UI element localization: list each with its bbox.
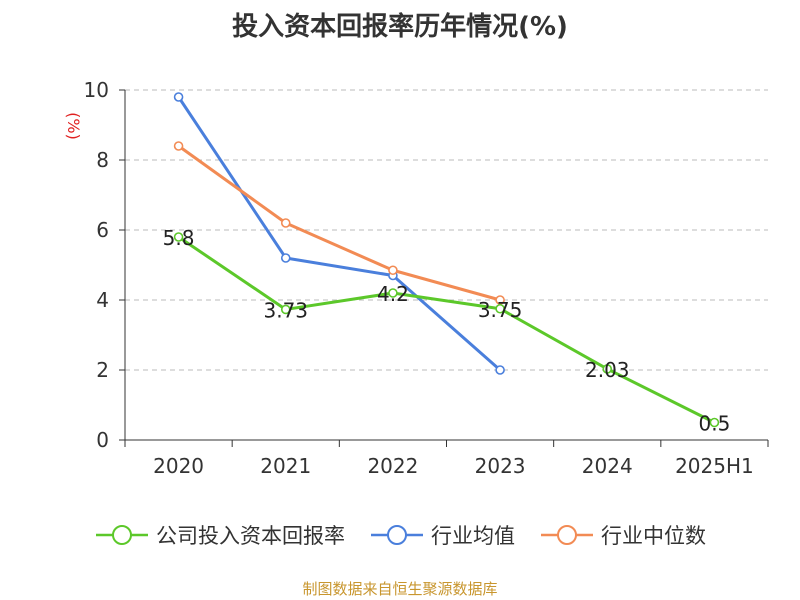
y-tick-label: 10 — [84, 78, 109, 102]
legend-label: 行业均值 — [431, 524, 515, 548]
x-tick-label: 2023 — [475, 454, 526, 478]
data-point — [280, 253, 291, 263]
data-label: 0.5 — [699, 412, 731, 436]
series-line — [177, 144, 501, 302]
y-tick-label: 6 — [96, 218, 109, 242]
data-labels: 5.8 3.73 4.2 3.75 2.03 0.5 — [163, 226, 731, 436]
chart-title: 投入资本回报率历年情况(%) — [232, 12, 568, 42]
legend-label: 行业中位数 — [601, 524, 706, 548]
y-tick-label: 0 — [96, 428, 109, 452]
data-point — [602, 364, 613, 374]
grid-lines — [125, 89, 768, 371]
data-point — [709, 417, 720, 428]
data-point — [495, 365, 505, 375]
data-point — [388, 265, 398, 276]
data-label: 5.8 — [163, 226, 195, 250]
data-point — [280, 304, 291, 315]
y-axis-label: (%) — [64, 112, 83, 140]
x-tick-label: 2025H1 — [675, 454, 754, 478]
legend-swatch-icon — [96, 525, 148, 545]
legend-item[interactable]: 行业中位数 — [539, 520, 706, 550]
data-label: 3.73 — [263, 298, 308, 322]
series-line — [177, 96, 502, 372]
legend-swatch-icon — [541, 525, 593, 545]
x-tick-label: 2024 — [582, 454, 633, 478]
data-point — [388, 288, 398, 298]
legend-swatch-icon — [371, 525, 423, 545]
legend-marker — [112, 525, 132, 545]
x-tick-label: 2022 — [367, 454, 418, 478]
y-tick-label: 2 — [96, 358, 109, 382]
data-point — [173, 232, 184, 242]
series-line — [177, 235, 716, 424]
x-tick-label: 2020 — [153, 454, 204, 478]
legend: 公司投入资本回报率 行业均值 行业中位数 — [0, 520, 800, 550]
data-point — [280, 218, 291, 228]
data-point — [495, 303, 505, 314]
data-point — [173, 92, 184, 102]
legend-marker — [557, 525, 577, 545]
legend-item[interactable]: 公司投入资本回报率 — [94, 520, 345, 550]
y-tick-label: 4 — [96, 288, 109, 312]
source-note: 制图数据来自恒生聚源数据库 — [302, 580, 498, 598]
y-tick-label: 8 — [96, 148, 109, 172]
data-label: 3.75 — [478, 298, 523, 322]
data-label: 2.03 — [585, 358, 630, 382]
legend-marker — [387, 525, 407, 545]
x-tick-label: 2021 — [260, 454, 311, 478]
axes: 0 2 4 6 8 10 2020 2021 2022 2023 2024 2025H1 — [84, 78, 769, 478]
legend-item[interactable]: 行业均值 — [369, 520, 515, 550]
data-label: 4.2 — [377, 282, 409, 306]
series-lines — [173, 92, 720, 428]
data-point — [173, 141, 184, 151]
legend-label: 公司投入资本回报率 — [156, 524, 345, 548]
